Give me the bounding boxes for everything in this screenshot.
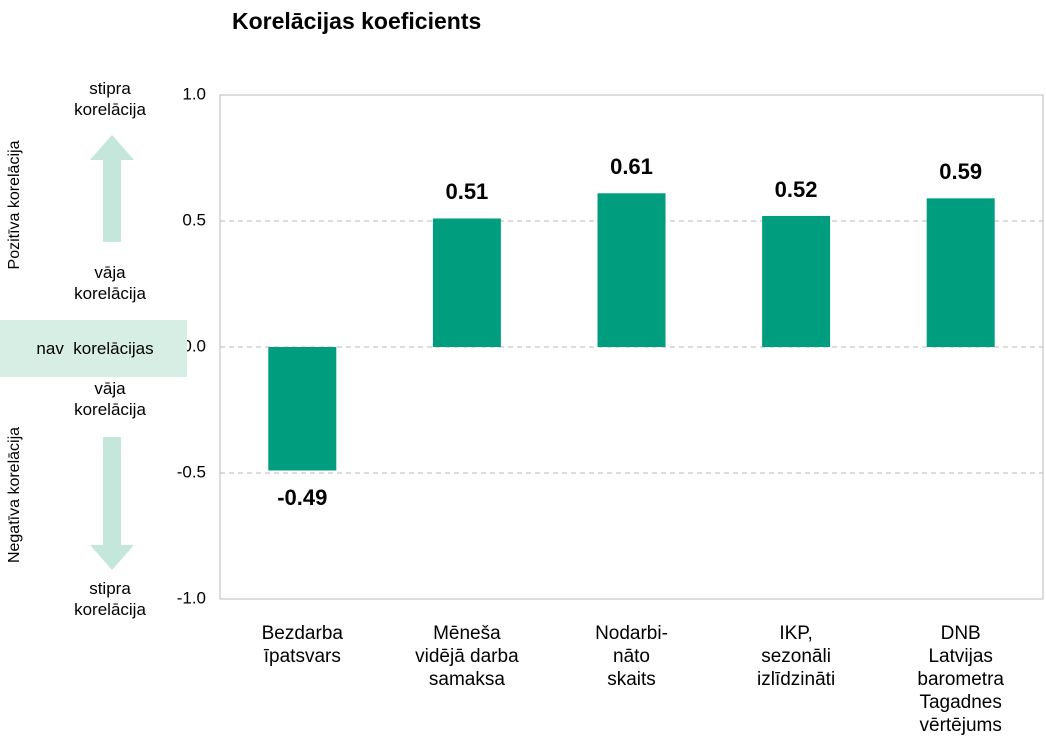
positive-axis-label: Pozitīva korelācija xyxy=(6,140,23,270)
chart-title: Korelācijas koeficients xyxy=(232,8,482,34)
y-tick-label: 1.0 xyxy=(182,84,206,103)
x-tick-label: DNB Latvijas barometra Tagadnes vērtējum… xyxy=(917,623,1004,736)
no-correlation-box xyxy=(0,320,187,377)
negative-axis-label: Negatīva korelācija xyxy=(6,426,23,564)
annotation: vāja korelācija xyxy=(74,263,146,303)
y-tick-label: 0.5 xyxy=(182,210,206,229)
bar xyxy=(597,193,666,347)
annotation: vāja korelācija xyxy=(74,379,146,419)
annotation: stipra korelācija xyxy=(74,579,146,619)
y-tick-label: 0.0 xyxy=(182,336,206,355)
value-label: 0.61 xyxy=(610,154,653,180)
bar xyxy=(268,347,337,471)
bar xyxy=(926,198,995,347)
annotation: stipra korelācija xyxy=(74,79,146,119)
x-tick-label: Mēneša vidējā darba samaksa xyxy=(415,623,519,690)
value-label: 0.51 xyxy=(445,179,489,205)
value-label: 0.52 xyxy=(774,176,818,202)
x-tick-label: Bezdarba īpatsvars xyxy=(261,623,343,667)
up-arrow xyxy=(90,135,134,242)
down-arrow xyxy=(90,437,134,570)
annotation: nav korelācijas xyxy=(36,339,154,358)
value-label: 0.59 xyxy=(939,159,983,185)
x-tick-label: IKP, sezonāli izlīdzināti xyxy=(757,623,836,690)
y-tick-label: -1.0 xyxy=(177,588,206,607)
y-tick-label: -0.5 xyxy=(177,462,206,481)
bar xyxy=(432,218,501,347)
bar xyxy=(762,215,831,347)
x-tick-label: Nodarbi- nāto skaits xyxy=(595,623,668,690)
value-label: -0.49 xyxy=(277,485,328,511)
